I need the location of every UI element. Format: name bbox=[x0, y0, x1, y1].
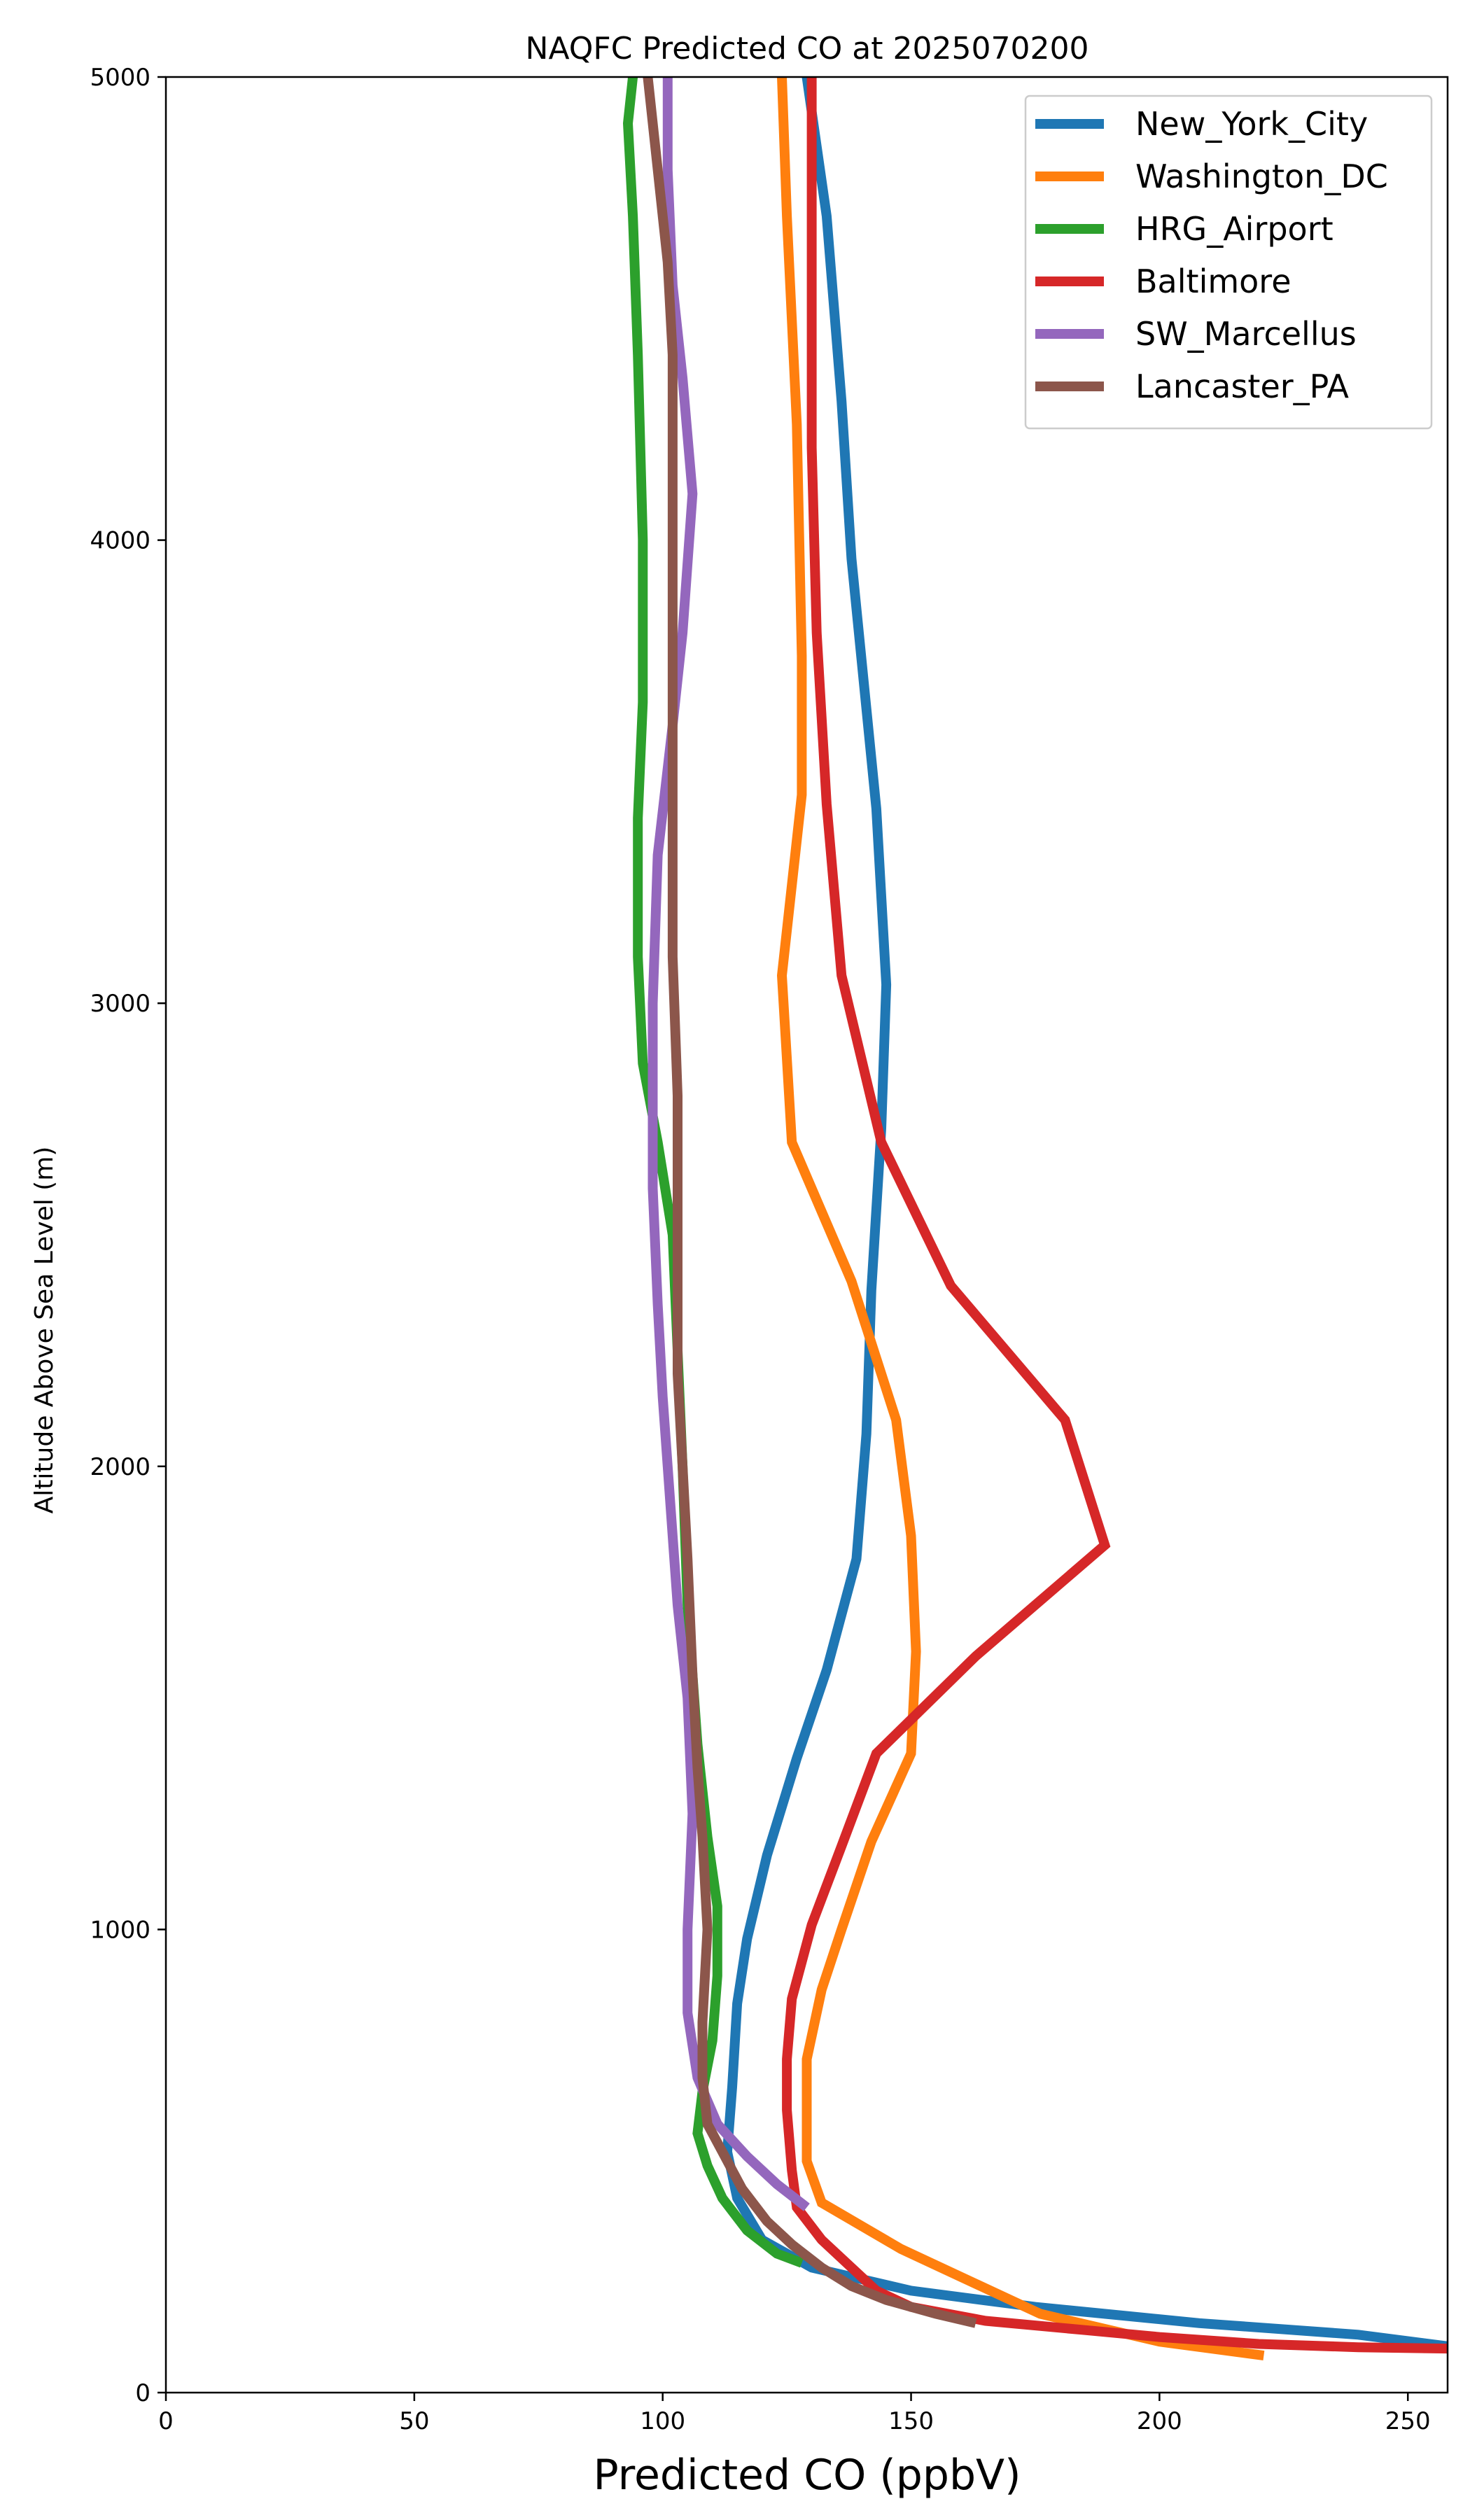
legend-label: SW_Marcellus bbox=[1135, 315, 1357, 353]
y-tick-label: 2000 bbox=[90, 1453, 150, 1481]
series-line-lancaster-pa bbox=[643, 77, 977, 2328]
y-tick-label: 0 bbox=[135, 2379, 150, 2407]
x-axis: 0 50 100 150 200 250 bbox=[158, 2393, 1431, 2435]
x-tick-label: 0 bbox=[158, 2407, 174, 2435]
x-tick-label: 250 bbox=[1385, 2407, 1431, 2435]
legend-label: Baltimore bbox=[1135, 262, 1292, 300]
x-tick-label: 150 bbox=[888, 2407, 934, 2435]
series-line-washington-dc bbox=[776, 77, 1265, 2361]
chart-title: NAQFC Predicted CO at 2025070200 bbox=[526, 31, 1089, 66]
series-lines bbox=[622, 77, 1448, 2361]
y-tick-label: 4000 bbox=[90, 527, 150, 555]
series-line-baltimore bbox=[782, 77, 1448, 2354]
legend-label: New_York_City bbox=[1135, 105, 1368, 143]
y-axis-label: Altitude Above Sea Level (m) bbox=[30, 1147, 59, 1514]
y-tick-label: 5000 bbox=[90, 64, 150, 92]
y-tick-label: 1000 bbox=[90, 1916, 150, 1944]
legend-label: Lancaster_PA bbox=[1135, 368, 1349, 405]
legend-label: HRG_Airport bbox=[1135, 210, 1334, 248]
x-axis-label: Predicted CO (ppbV) bbox=[593, 2451, 1021, 2500]
x-tick-label: 100 bbox=[640, 2407, 685, 2435]
legend: New_York_City Washington_DC HRG_Airport Bal… bbox=[1024, 94, 1433, 430]
legend-label: Washington_DC bbox=[1135, 158, 1388, 195]
plot-frame bbox=[164, 76, 1449, 2394]
y-axis: 0 1000 2000 3000 4000 5000 bbox=[90, 64, 166, 2407]
x-tick-label: 200 bbox=[1137, 2407, 1182, 2435]
legend-box bbox=[1024, 94, 1433, 430]
y-tick-label: 3000 bbox=[90, 990, 150, 1018]
x-tick-label: 50 bbox=[399, 2407, 429, 2435]
series-line-new-york-city bbox=[722, 77, 1448, 2351]
